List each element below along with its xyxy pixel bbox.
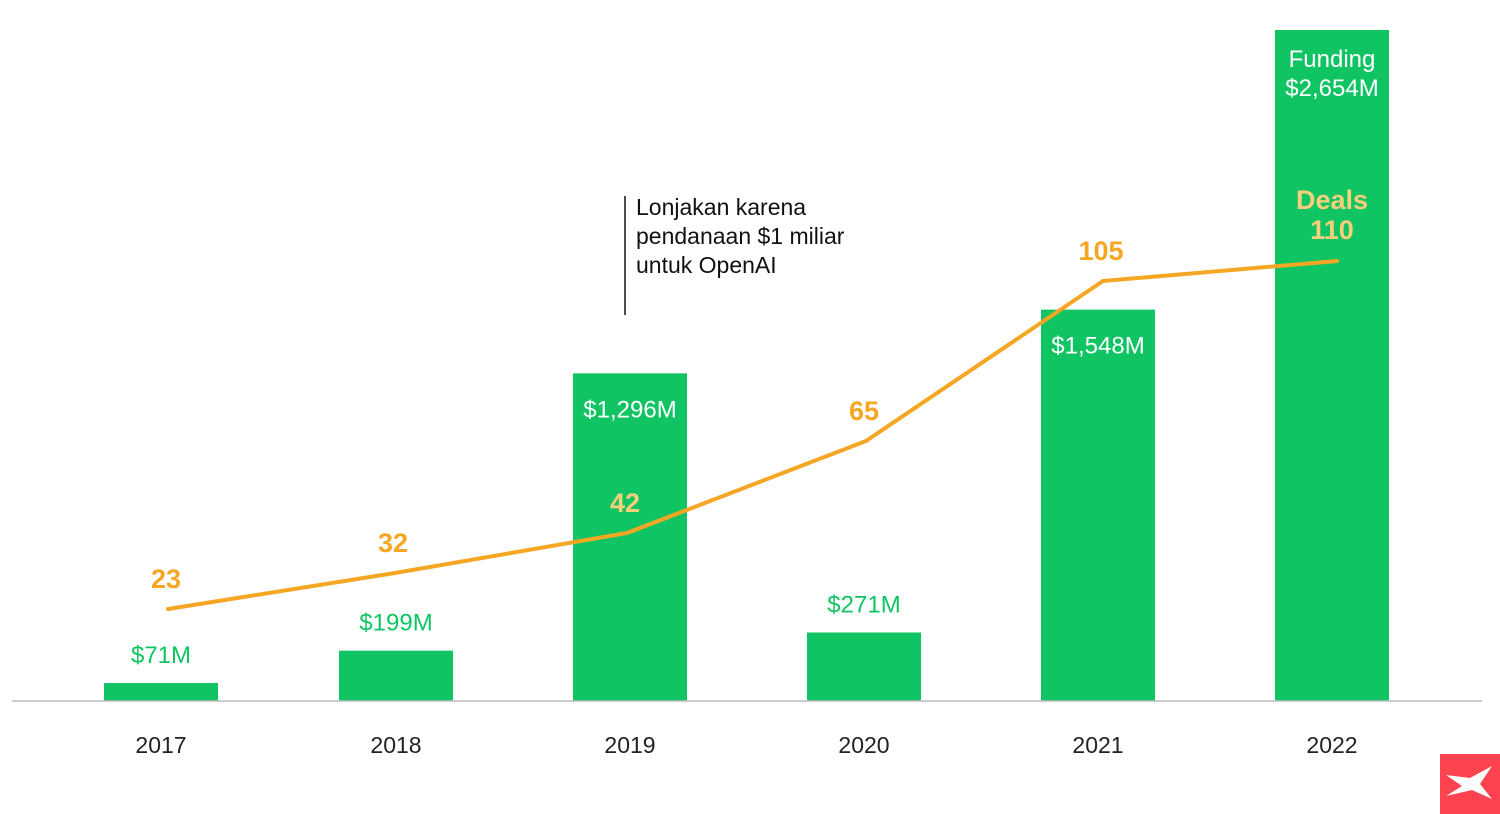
deals-point <box>1101 279 1105 283</box>
deals-data-label: 42 <box>610 488 640 518</box>
deals-data-label: 32 <box>378 528 408 558</box>
deals-data-label: 105 <box>1078 236 1123 266</box>
x-tick-label: 2020 <box>838 732 889 758</box>
deals-line <box>167 259 1338 611</box>
funding-data-label: $1,296M <box>583 396 676 423</box>
x-logo-icon <box>1446 766 1492 799</box>
deals-data-label: 110 <box>1310 215 1354 245</box>
funding-bar <box>1275 30 1389 701</box>
funding-data-label: $271M <box>827 591 900 618</box>
x-tick-label: 2022 <box>1306 732 1357 758</box>
deals-point <box>166 607 170 611</box>
annotation-text: untuk OpenAI <box>636 252 777 278</box>
deals-point <box>864 439 868 443</box>
x-tick-label: 2017 <box>135 732 186 758</box>
funding-data-label: $199M <box>359 610 432 637</box>
funding-bar <box>1041 309 1155 701</box>
funding-bar <box>104 683 218 701</box>
funding-bar <box>807 632 921 701</box>
x-tick-label: 2018 <box>370 732 421 758</box>
deals-series-label: Deals <box>1296 185 1368 215</box>
x-tick-label: 2021 <box>1072 732 1123 758</box>
funding-data-label: $71M <box>131 642 191 669</box>
brand-logo <box>1440 754 1500 814</box>
deals-point <box>393 571 397 575</box>
funding-data-label: $2,654M <box>1285 75 1378 102</box>
annotation: Lonjakan karena pendanaan $1 miliar untu… <box>624 194 845 315</box>
funding-data-label: $1,548M <box>1051 333 1144 360</box>
funding-series-label: Funding <box>1289 46 1376 73</box>
deals-data-label: 65 <box>849 396 879 426</box>
deals-data-label: 23 <box>151 564 181 594</box>
deals-point <box>625 531 629 535</box>
x-tick-label: 2019 <box>604 732 655 758</box>
annotation-text: pendanaan $1 miliar <box>636 223 845 249</box>
funding-bar <box>339 650 453 701</box>
deals-point <box>1335 259 1339 263</box>
annotation-text: Lonjakan karena <box>636 194 806 220</box>
